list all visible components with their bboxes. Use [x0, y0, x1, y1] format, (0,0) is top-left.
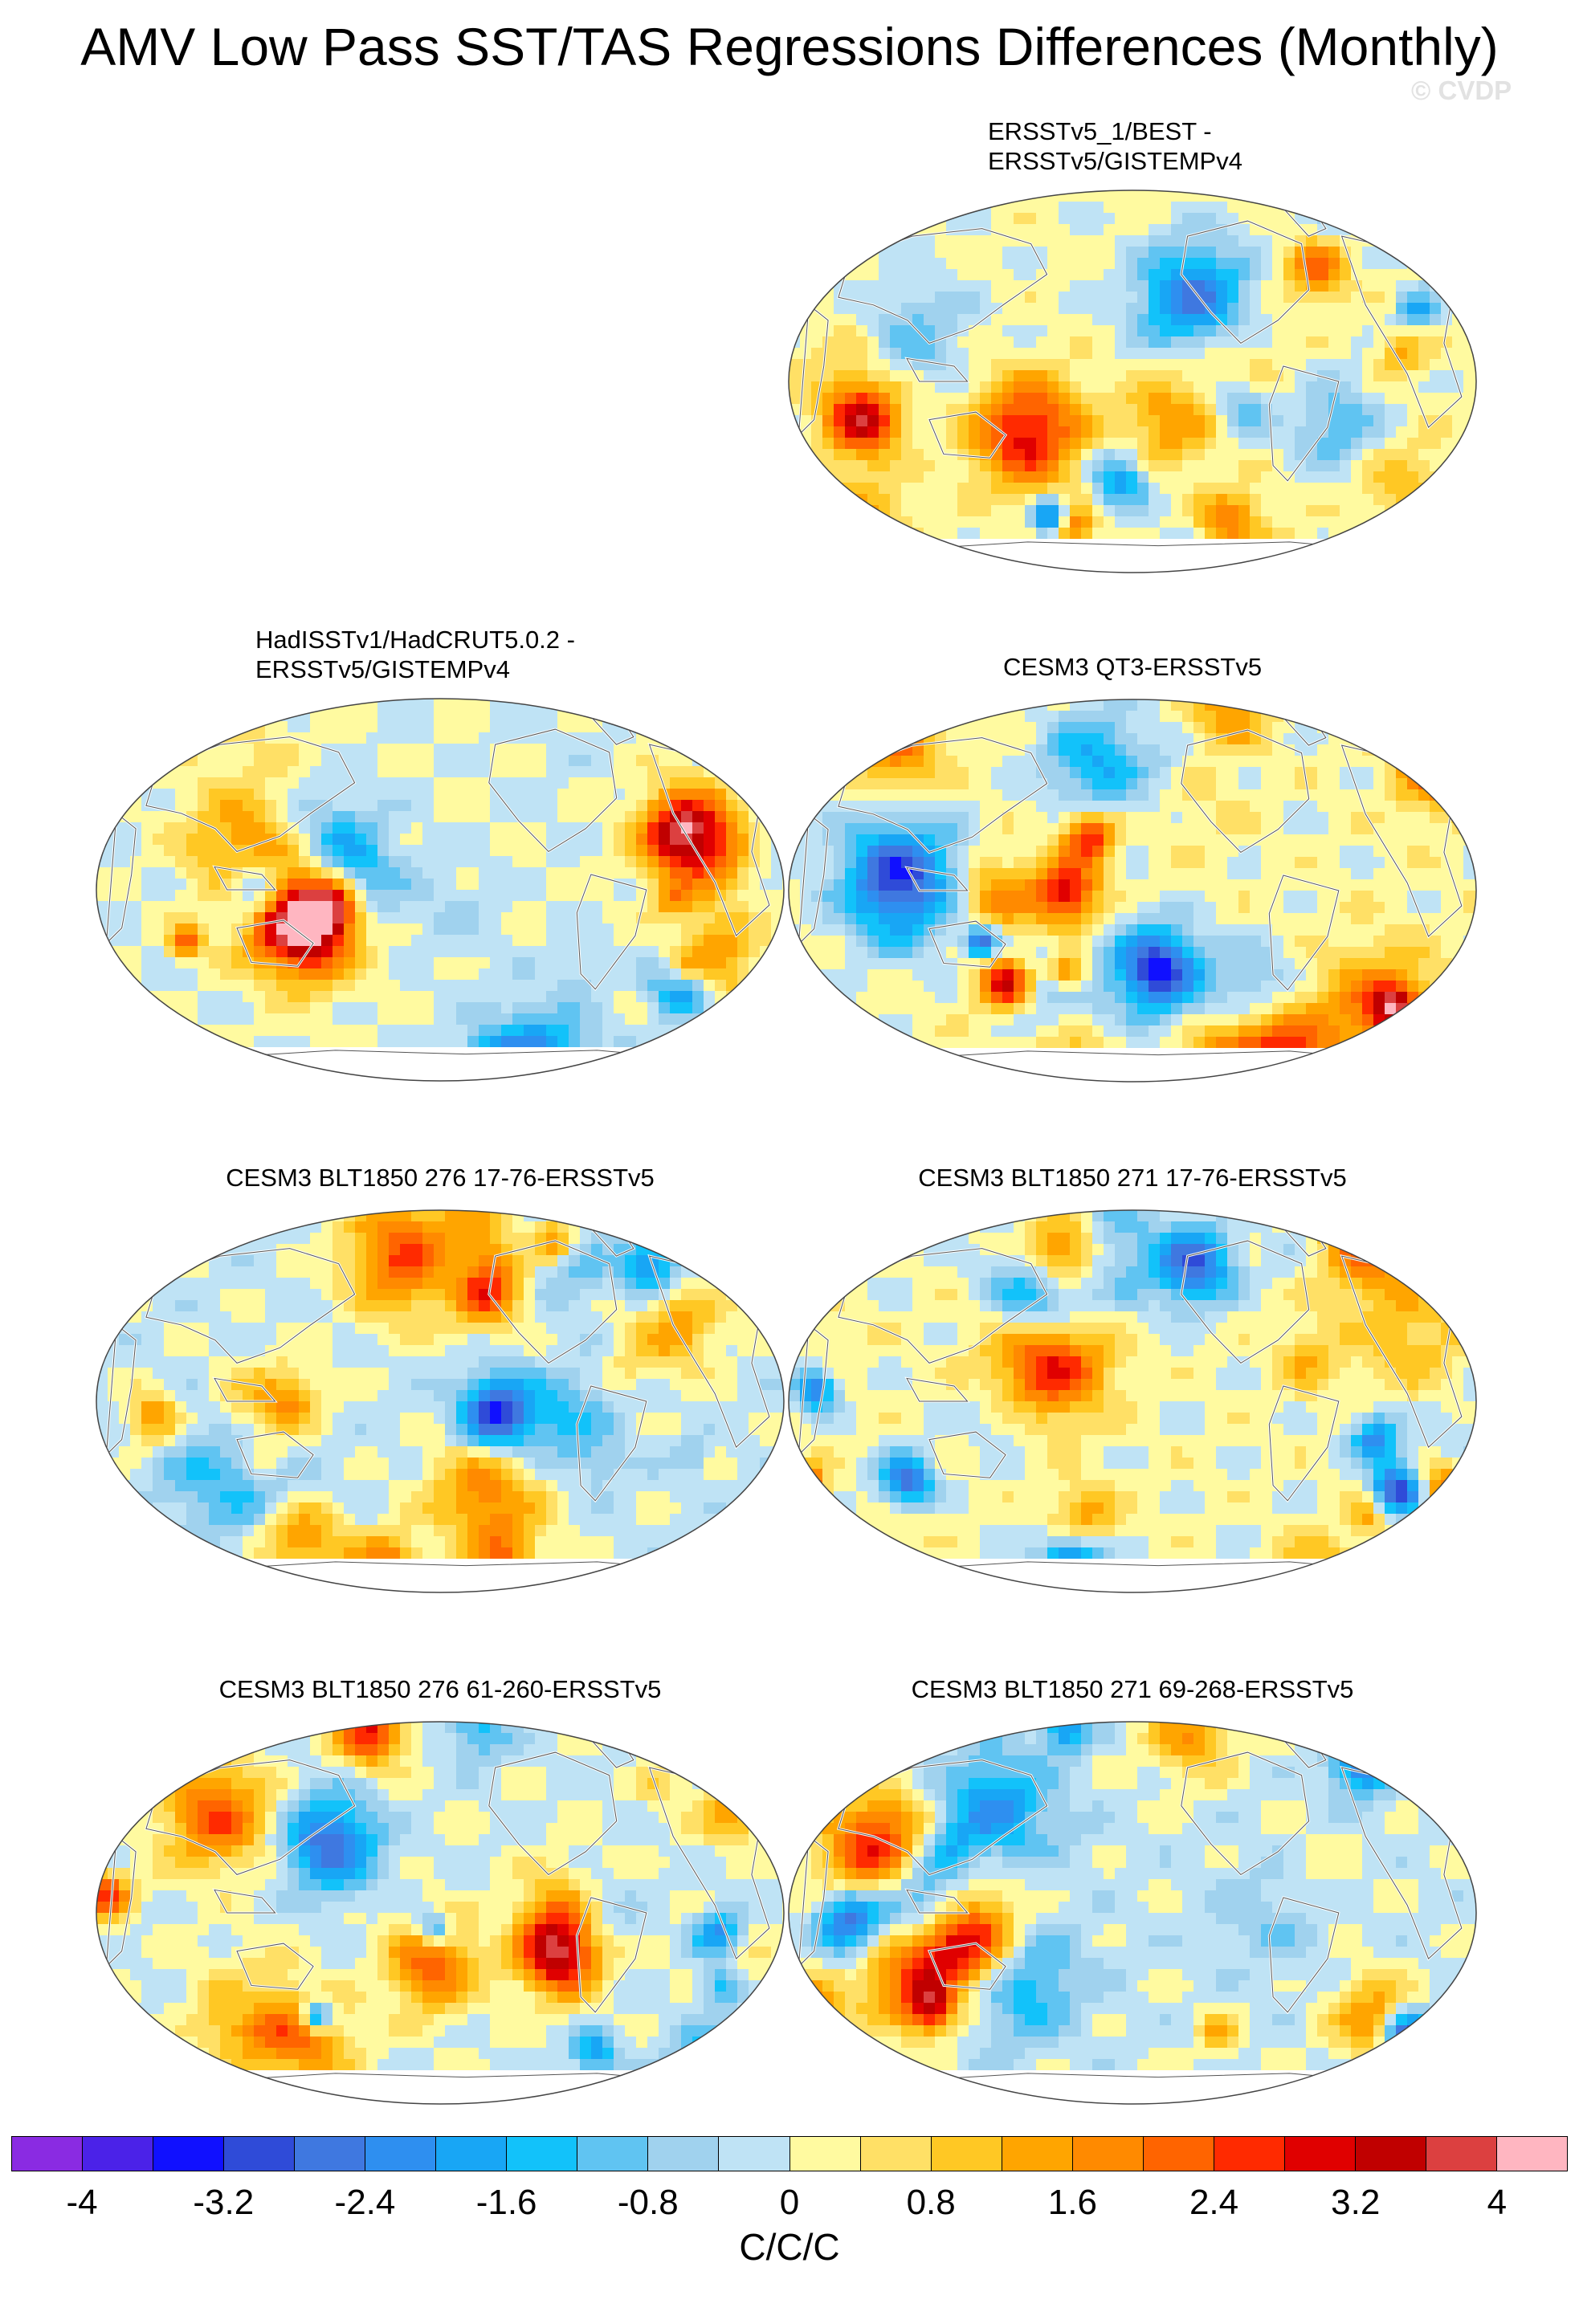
- colorbar-units: C/C/C: [739, 2226, 840, 2268]
- map-plot: [788, 699, 1477, 1082]
- map-panel-p1: ERSSTv5_1/BEST - ERSSTv5/GISTEMPv4: [787, 116, 1478, 578]
- panel-title: CESM3 BLT1850 276 17-76-ERSSTv5: [95, 1163, 785, 1193]
- colorbar-cell: [1355, 2137, 1426, 2171]
- map-plot: [788, 1721, 1477, 2105]
- colorbar-cell: [436, 2137, 508, 2171]
- shaded-field: [789, 1722, 1476, 2104]
- colorbar-cell: [153, 2137, 225, 2171]
- panel-title-line: ERSSTv5/GISTEMPv4: [255, 655, 510, 683]
- map-panel-p7: CESM3 BLT1850 271 69-268-ERSSTv5: [787, 1674, 1478, 2110]
- colorbar-cells: [11, 2136, 1568, 2171]
- map-plot: [788, 190, 1477, 573]
- panel-title: CESM3 QT3-ERSSTv5: [787, 652, 1478, 682]
- shaded-field: [96, 699, 784, 1081]
- map-border: [96, 1209, 785, 1593]
- panel-title-line: CESM3 BLT1850 276 17-76-ERSSTv5: [226, 1164, 655, 1192]
- colorbar-cell: [295, 2137, 366, 2171]
- panel-title-line: HadISSTv1/HadCRUT5.0.2 -: [255, 626, 575, 654]
- colorbar: -4 -3.2 -2.4 -1.6 -0.8 0 0.8 1.6 2.4 3.2 4 C/C/C: [11, 2136, 1568, 2297]
- panel-title-line: ERSSTv5/GISTEMPv4: [988, 147, 1242, 175]
- colorbar-cell: [931, 2137, 1002, 2171]
- colorbar-tick-label: 1.6: [1047, 2183, 1097, 2222]
- panel-title: CESM3 BLT1850 271 69-268-ERSSTv5: [787, 1674, 1478, 1704]
- map-border: [96, 698, 785, 1082]
- map-panel-p3: CESM3 QT3-ERSSTv5: [787, 652, 1478, 1087]
- map-border: [788, 699, 1477, 1082]
- colorbar-tick-label: -3.2: [193, 2183, 255, 2222]
- panel-title-line: ERSSTv5_1/BEST -: [988, 117, 1212, 145]
- shaded-field: [96, 1722, 784, 2104]
- colorbar-cell: [1072, 2137, 1144, 2171]
- map-plot: [788, 1209, 1477, 1593]
- colorbar-cell: [577, 2137, 649, 2171]
- colorbar-cell: [365, 2137, 437, 2171]
- panel-title: ERSSTv5_1/BEST - ERSSTv5/GISTEMPv4: [787, 116, 1579, 176]
- map-panel-p4: CESM3 BLT1850 276 17-76-ERSSTv5: [95, 1163, 785, 1598]
- shaded-field: [96, 1210, 784, 1592]
- colorbar-cell: [1143, 2137, 1214, 2171]
- colorbar-tick-label: -1.6: [475, 2183, 537, 2222]
- panel-title-line: CESM3 BLT1850 271 17-76-ERSSTv5: [918, 1164, 1347, 1192]
- map-border: [788, 1721, 1477, 2105]
- figure-title: AMV Low Pass SST/TAS Regressions Differe…: [80, 17, 1499, 76]
- colorbar-cell: [648, 2137, 720, 2171]
- colorbar-tick-label: 0.8: [906, 2183, 956, 2222]
- colorbar-cell: [1002, 2137, 1073, 2171]
- panel-title-line: CESM3 BLT1850 271 69-268-ERSSTv5: [911, 1675, 1354, 1703]
- colorbar-cell: [860, 2137, 932, 2171]
- colorbar-tick-label: -0.8: [617, 2183, 679, 2222]
- map-panel-p5: CESM3 BLT1850 271 17-76-ERSSTv5: [787, 1163, 1478, 1598]
- map-plot: [96, 1721, 785, 2105]
- shaded-field: [789, 190, 1476, 573]
- colorbar-tick-label: 4: [1487, 2183, 1508, 2222]
- watermark: © CVDP: [1411, 75, 1512, 105]
- colorbar-tick-label: -4: [66, 2183, 98, 2222]
- map-plot: [96, 1209, 785, 1593]
- panel-title-line: CESM3 BLT1850 276 61-260-ERSSTv5: [218, 1675, 662, 1703]
- panel-title: CESM3 BLT1850 271 17-76-ERSSTv5: [787, 1163, 1478, 1193]
- panel-title-line: CESM3 QT3-ERSSTv5: [1002, 653, 1263, 681]
- shaded-field: [789, 1210, 1476, 1592]
- map-border: [788, 190, 1477, 573]
- map-panel-p6: CESM3 BLT1850 276 61-260-ERSSTv5: [95, 1674, 785, 2110]
- colorbar-cell: [12, 2137, 84, 2171]
- colorbar-cell: [507, 2137, 578, 2171]
- map-border: [96, 1721, 785, 2105]
- shaded-field: [789, 699, 1476, 1082]
- map-border: [788, 1209, 1477, 1593]
- colorbar-cell: [1214, 2137, 1285, 2171]
- panel-title: HadISSTv1/HadCRUT5.0.2 - ERSSTv5/GISTEMPv…: [95, 625, 946, 684]
- colorbar-tick-label: -2.4: [334, 2183, 396, 2222]
- colorbar-cell: [719, 2137, 790, 2171]
- colorbar-tick-label: 0: [779, 2183, 800, 2222]
- colorbar-tick-label: 3.2: [1331, 2183, 1381, 2222]
- colorbar-cell: [224, 2137, 296, 2171]
- colorbar-tick-label: 2.4: [1189, 2183, 1239, 2222]
- map-panel-p2: HadISSTv1/HadCRUT5.0.2 - ERSSTv5/GISTEMPv…: [95, 625, 785, 1087]
- colorbar-cell: [790, 2137, 861, 2171]
- colorbar-cell: [1284, 2137, 1356, 2171]
- map-plot: [96, 698, 785, 1082]
- colorbar-cell: [1426, 2137, 1497, 2171]
- colorbar-cell: [83, 2137, 154, 2171]
- colorbar-cell: [1496, 2137, 1568, 2171]
- panel-title: CESM3 BLT1850 276 61-260-ERSSTv5: [95, 1674, 785, 1704]
